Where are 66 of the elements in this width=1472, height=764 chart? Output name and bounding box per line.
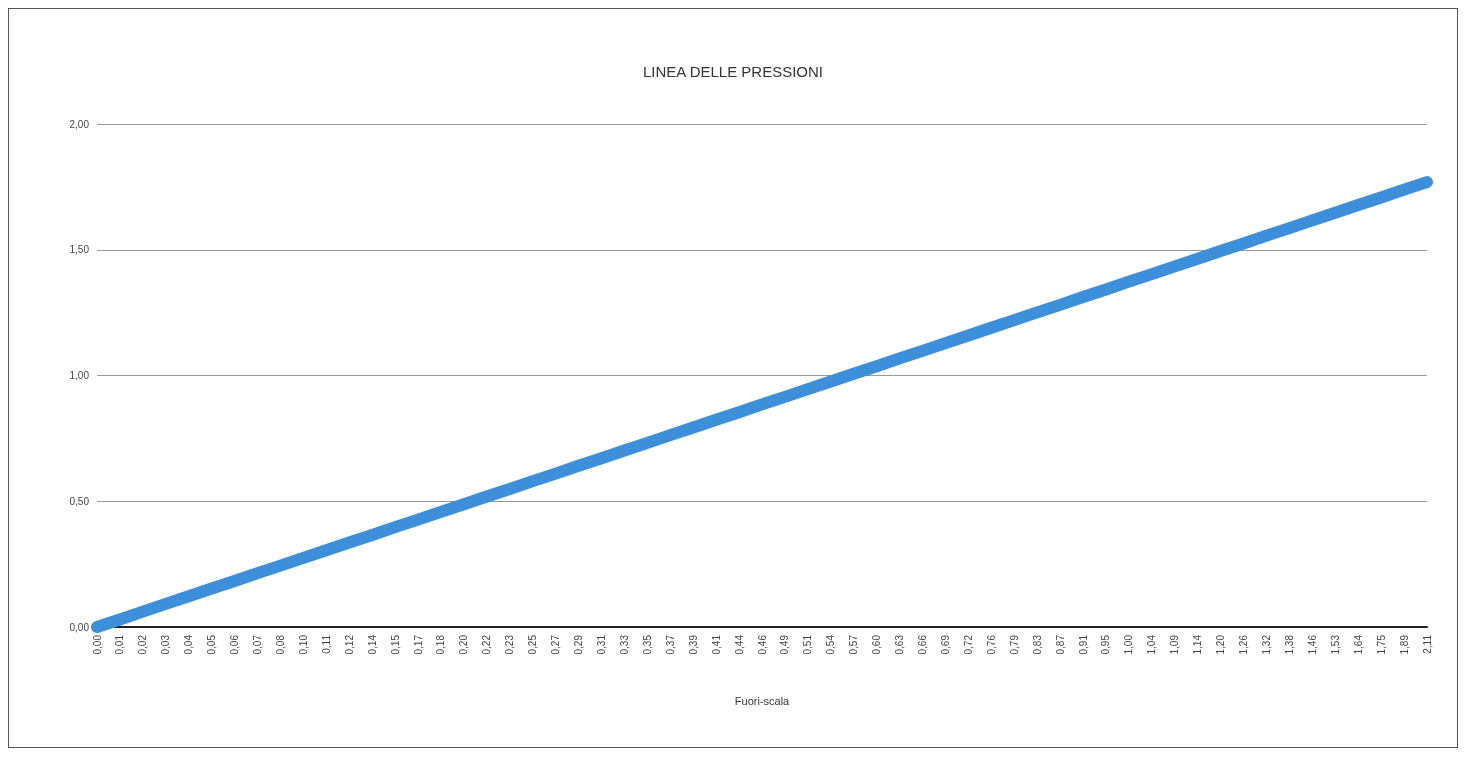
- x-axis-title: Fuori-scala: [734, 694, 791, 707]
- x-tick-label: 0,46: [756, 634, 768, 655]
- x-tick-label: 0,37: [664, 634, 676, 655]
- x-tick-label: 0,11: [320, 634, 332, 654]
- x-tick-label: 0,20: [458, 634, 470, 655]
- y-tick-label: 1,50: [69, 244, 90, 256]
- y-tick-label: 0,00: [69, 621, 90, 633]
- x-tick-label: 1,20: [1215, 634, 1227, 655]
- x-tick-label: 0,69: [939, 634, 951, 655]
- x-tick-label: 0,25: [527, 634, 539, 655]
- x-tick-label: 1,14: [1192, 634, 1204, 655]
- x-tick-label: 1,04: [1146, 634, 1158, 655]
- x-tick-label: 0,07: [252, 634, 264, 655]
- x-tick-label: 0,29: [573, 634, 585, 655]
- x-tick-label: 1,53: [1329, 634, 1341, 655]
- x-tick-label: 0,44: [733, 634, 745, 655]
- x-tick-label: 1,46: [1306, 634, 1318, 655]
- y-tick-label: 2,00: [69, 118, 90, 130]
- x-tick-label: 1,09: [1169, 634, 1181, 655]
- x-tick-label: 0,79: [1008, 634, 1020, 655]
- x-tick-label: 0,04: [183, 634, 195, 655]
- x-tick-label: 1,32: [1260, 634, 1272, 655]
- x-tick-label: 0,22: [481, 634, 493, 655]
- x-tick-label: 0,95: [1100, 634, 1112, 655]
- x-tick-label: 0,87: [1054, 634, 1066, 655]
- x-tick-label: 1,64: [1352, 634, 1364, 655]
- x-tick-label: 0,91: [1077, 634, 1089, 655]
- x-tick-label: 0,54: [825, 634, 837, 655]
- x-tick-label: 0,72: [962, 634, 974, 655]
- x-tick-label: 0,01: [114, 634, 126, 655]
- x-tick-label: 0,05: [206, 634, 218, 655]
- x-tick-label: 0,39: [687, 634, 699, 655]
- y-tick-label: 1,00: [69, 370, 90, 381]
- x-tick-label: 0,10: [297, 634, 309, 655]
- x-tick-label: 0,41: [710, 634, 722, 655]
- x-tick-label: 0,23: [504, 634, 516, 655]
- x-tick-label: 0,14: [366, 634, 378, 655]
- x-tick-label: 0,33: [618, 634, 630, 655]
- x-tick-label: 0,76: [985, 634, 997, 655]
- x-tick-label: 1,89: [1398, 634, 1410, 655]
- x-tick-label: 0,06: [229, 634, 241, 655]
- x-tick-label: 0,27: [550, 634, 562, 655]
- x-tick-label: 0,63: [894, 634, 906, 655]
- x-tick-label: 0,02: [137, 634, 149, 655]
- x-tick-label: 0,08: [274, 634, 286, 655]
- x-tick-label: 0,49: [779, 634, 791, 655]
- x-tick-label: 0,31: [595, 634, 607, 655]
- x-tick-label: 1,26: [1238, 634, 1250, 655]
- chart-title: LINEA DELLE PRESSIONI: [642, 63, 824, 80]
- y-tick-label: 0,50: [69, 495, 90, 507]
- x-tick-label: 0,00: [91, 634, 103, 655]
- x-tick-label: 0,18: [435, 634, 447, 655]
- x-tick-label: 0,57: [848, 634, 860, 655]
- x-tick-label: 1,00: [1123, 634, 1135, 655]
- x-tick-label: 0,35: [641, 634, 653, 655]
- x-tick-label: 1,38: [1283, 634, 1295, 655]
- x-tick-label: 0,17: [412, 634, 424, 655]
- x-tick-label: 0,83: [1031, 634, 1043, 655]
- x-tick-label: 0,51: [802, 634, 814, 655]
- x-tick-label: 0,03: [160, 634, 172, 655]
- x-tick-label: 0,66: [917, 634, 929, 655]
- x-tick-label: 1,75: [1375, 634, 1387, 655]
- x-tick-label: 0,15: [389, 634, 401, 655]
- x-tick-label: 0,60: [871, 634, 883, 655]
- x-tick-label: 0,12: [343, 634, 355, 655]
- x-tick-label: 2,11: [1421, 634, 1433, 654]
